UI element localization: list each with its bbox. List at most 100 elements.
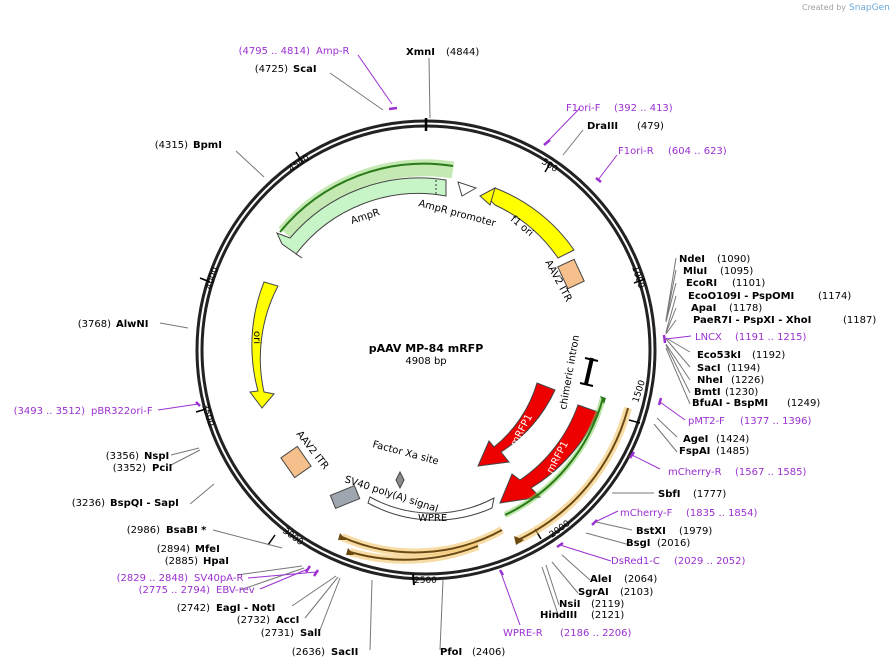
- site-pos: (4844): [446, 47, 479, 58]
- site-name: BstXI: [636, 526, 666, 537]
- site-pos: (1424): [716, 434, 749, 445]
- site-name: HpaI: [203, 556, 229, 567]
- primer-range: (1567 .. 1585): [735, 467, 807, 478]
- site-pos: (2103): [620, 587, 653, 598]
- ampr-highlight: [278, 159, 455, 239]
- site-name: DraIII: [587, 121, 618, 132]
- site-name: BsaBI *: [166, 525, 207, 536]
- primer-range: (4795 .. 4814): [239, 46, 311, 57]
- site-name: MluI: [683, 266, 707, 277]
- site-name: SalI: [300, 628, 321, 639]
- label-ampr-promoter: AmpR promoter: [417, 198, 497, 229]
- site-pos: (1174): [818, 291, 851, 302]
- primer-range: (1377 .. 1396): [740, 416, 812, 427]
- sv40-polya-box: [329, 484, 361, 510]
- site-leaders: [159, 57, 691, 651]
- site-name: BsgI: [626, 538, 650, 549]
- mrfp1-arrow-a: [477, 382, 556, 467]
- site-pos: (2121): [591, 610, 624, 621]
- credit-prefix: Created by: [802, 3, 846, 12]
- primer-name: F1ori-R: [618, 146, 654, 157]
- site-name: XmnI: [406, 47, 435, 58]
- ori-arrow: [249, 281, 279, 409]
- f1-ori-arrow: [487, 187, 575, 259]
- site-pos: (3236): [72, 498, 105, 509]
- label-wpre: WPRE: [418, 513, 447, 524]
- site-name: BspQI - SapI: [110, 498, 179, 509]
- site-pos: (1178): [729, 303, 762, 314]
- site-name: ScaI: [293, 64, 317, 75]
- site-pos: (1485): [716, 446, 749, 457]
- site-name: NsiI: [559, 599, 580, 610]
- primer-name: F1ori-F: [566, 103, 601, 114]
- site-name: AleI: [590, 574, 612, 585]
- site-name: NspI: [144, 451, 169, 462]
- aav2-itr-bottom: [280, 445, 312, 479]
- tick-1000: 1000: [629, 265, 646, 290]
- site-name: BfuAI - BspMI: [692, 398, 768, 409]
- plasmid-size: 4908 bp: [405, 356, 446, 367]
- site-name: SbfI: [658, 489, 680, 500]
- site-name: SacI: [697, 363, 721, 374]
- site-name: PciI: [152, 463, 172, 474]
- orange-strand-mid: [341, 529, 503, 554]
- primer-name: LNCX: [695, 332, 722, 343]
- site-pos: (2731): [261, 628, 294, 639]
- label-ori: ori: [251, 331, 262, 344]
- ampr-strand: [279, 162, 454, 233]
- site-name: BmtI: [694, 387, 721, 398]
- site-pos: (1101): [732, 278, 765, 289]
- site-name: NdeI: [679, 254, 705, 265]
- site-name: NheI: [697, 375, 723, 386]
- site-name: EcoRI: [686, 278, 717, 289]
- site-name: PaeR7I - PspXI - XhoI: [693, 315, 811, 326]
- primer-name: EBV-rev: [216, 585, 255, 596]
- site-pos: (4315): [155, 140, 188, 151]
- site-pos: (3352): [113, 463, 146, 474]
- site-name: SgrAI: [578, 587, 609, 598]
- site-pos: (2732): [237, 615, 270, 626]
- orange-strand-right: [517, 407, 629, 541]
- site-labels: XmnI (4844) (4725) ScaI (4315) BpmI DraI…: [72, 47, 877, 658]
- primer-name: DsRed1-C: [611, 556, 660, 567]
- mrfp-strand-green: [504, 397, 604, 516]
- site-pos: (2986): [127, 525, 160, 536]
- site-pos: (2894): [157, 544, 190, 555]
- primer-name: WPRE-R: [503, 628, 543, 639]
- site-pos: (1777): [693, 489, 726, 500]
- tick-2500: 2500: [414, 576, 437, 586]
- site-pos: (1194): [727, 363, 760, 374]
- site-name: HindIII: [540, 610, 577, 621]
- site-name: EagI - NotI: [216, 603, 275, 614]
- site-pos: (1192): [752, 350, 785, 361]
- site-pos: (2885): [165, 556, 198, 567]
- primer-name: pMT2-F: [688, 416, 725, 427]
- site-pos: (2742): [177, 603, 210, 614]
- site-pos: (1095): [720, 266, 753, 277]
- site-pos: (2016): [657, 538, 690, 549]
- ampr-arrow: [276, 177, 447, 259]
- site-name: Eco53kI: [697, 350, 741, 361]
- primer-range: (392 .. 413): [614, 103, 673, 114]
- primer-range: (3493 .. 3512): [14, 406, 86, 417]
- primer-range: (2186 .. 2206): [560, 628, 632, 639]
- site-pos: (1187): [843, 315, 876, 326]
- label-ampr: AmpR: [350, 207, 382, 227]
- site-pos: (2064): [624, 574, 657, 585]
- primer-range: (2829 .. 2848): [117, 573, 189, 584]
- primer-name: mCherry-F: [620, 508, 673, 519]
- chimeric-intron-mark: [584, 357, 594, 385]
- site-name: MfeI: [195, 544, 220, 555]
- orange-strand-low: [349, 545, 479, 561]
- primer-leaders: [157, 54, 692, 626]
- site-pos: (1979): [679, 526, 712, 537]
- site-pos: (1249): [787, 398, 820, 409]
- primer-labels: (4795 .. 4814) Amp-R F1ori-F (392 .. 413…: [14, 46, 812, 639]
- site-name: ApaI: [691, 303, 716, 314]
- snapgene-brand: SnapGene: [849, 3, 890, 13]
- primer-range: (1191 .. 1215): [735, 332, 807, 343]
- label-chimeric-intron: chimeric intron: [558, 334, 582, 410]
- site-pos: (479): [637, 121, 664, 132]
- primer-range: (604 .. 623): [668, 146, 727, 157]
- primer-name: SV40pA-R: [194, 573, 243, 584]
